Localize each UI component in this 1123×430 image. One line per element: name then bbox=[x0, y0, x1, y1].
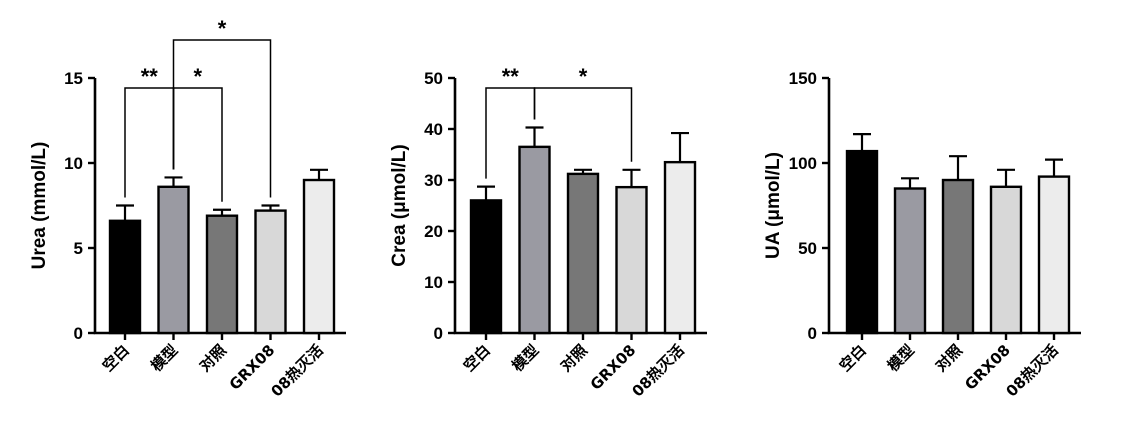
significance-bracket bbox=[172, 39, 272, 198]
y-tick-label: 5 bbox=[74, 239, 83, 258]
category-label: 空白 bbox=[460, 341, 494, 375]
category-label: 模型 bbox=[508, 341, 542, 375]
category-label: 空白 bbox=[99, 341, 133, 375]
bar-1 bbox=[108, 219, 142, 335]
y-tick-label: 10 bbox=[64, 154, 83, 173]
y-tick-label: 50 bbox=[798, 239, 817, 258]
bar-2 bbox=[518, 145, 551, 335]
significance-label: * bbox=[193, 64, 202, 89]
bar-1 bbox=[469, 199, 503, 335]
category-label: 对照 bbox=[557, 341, 591, 375]
significance-label: ** bbox=[141, 64, 159, 89]
significance-bracket bbox=[124, 87, 175, 198]
category-label: 08热灭活 bbox=[268, 341, 327, 400]
bar-5 bbox=[1037, 175, 1071, 335]
bar-3 bbox=[941, 178, 975, 335]
category-label: 模型 bbox=[884, 341, 918, 375]
significance-label: * bbox=[579, 64, 588, 89]
y-tick-label: 0 bbox=[434, 324, 443, 343]
y-tick-label: 10 bbox=[424, 273, 443, 292]
category-label: 对照 bbox=[196, 341, 230, 375]
bar-2 bbox=[893, 187, 927, 335]
y-tick-label: 100 bbox=[789, 154, 817, 173]
y-tick-label: 30 bbox=[424, 171, 443, 190]
y-tick-label: 150 bbox=[789, 69, 817, 88]
y-tick-label: 0 bbox=[74, 324, 83, 343]
significance-bracket bbox=[172, 87, 223, 202]
bar-5 bbox=[663, 160, 697, 335]
bar-1 bbox=[845, 149, 879, 335]
y-tick-label: 20 bbox=[424, 222, 443, 241]
category-label: 模型 bbox=[147, 341, 181, 375]
bar-3 bbox=[205, 214, 239, 335]
significance-bracket bbox=[533, 87, 633, 162]
bar-4 bbox=[254, 209, 287, 335]
y-tick-label: 0 bbox=[808, 324, 817, 343]
category-label: 08热灭活 bbox=[629, 341, 688, 400]
y-tick-label: 15 bbox=[64, 69, 83, 88]
significance-label: * bbox=[218, 16, 227, 41]
y-axis-title: Urea (mmol/L) bbox=[29, 142, 50, 270]
bar-4 bbox=[989, 185, 1023, 335]
y-tick-label: 40 bbox=[424, 120, 443, 139]
bar-5 bbox=[302, 178, 336, 335]
bar-2 bbox=[157, 185, 190, 335]
bar-4 bbox=[615, 185, 648, 335]
bar-3 bbox=[566, 172, 600, 335]
significance-label: ** bbox=[502, 64, 520, 89]
y-axis-title: UA (μmol/L) bbox=[763, 152, 784, 259]
y-tick-label: 50 bbox=[424, 69, 443, 88]
y-axis-title: Crea (μmol/L) bbox=[389, 144, 410, 266]
category-label: 08热灭活 bbox=[1003, 341, 1062, 400]
category-label: 对照 bbox=[932, 341, 966, 375]
category-label: 空白 bbox=[836, 341, 870, 375]
